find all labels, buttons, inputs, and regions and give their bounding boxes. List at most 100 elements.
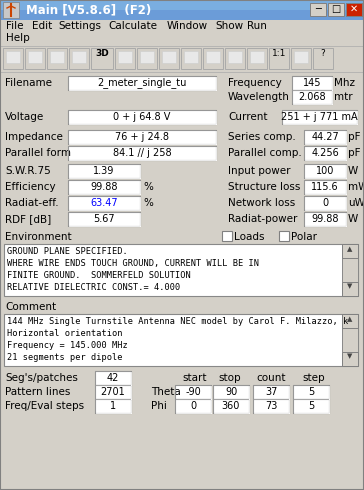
Text: pF: pF bbox=[348, 148, 360, 158]
Bar bbox=[253, 399, 289, 413]
Bar bbox=[184, 51, 198, 63]
Text: 1.39: 1.39 bbox=[93, 166, 115, 176]
Text: Theta: Theta bbox=[151, 387, 181, 397]
Text: Voltage: Voltage bbox=[5, 112, 44, 122]
Text: Structure loss: Structure loss bbox=[228, 182, 300, 192]
Text: Show: Show bbox=[215, 21, 243, 31]
Text: 84.1 // j 258: 84.1 // j 258 bbox=[113, 148, 171, 158]
Text: Main [V5.8.6]  (F2): Main [V5.8.6] (F2) bbox=[26, 3, 151, 16]
Text: 42: 42 bbox=[107, 373, 119, 383]
Text: start: start bbox=[182, 373, 206, 383]
Text: 360: 360 bbox=[222, 401, 240, 411]
Text: -90: -90 bbox=[185, 387, 201, 397]
Text: W: W bbox=[348, 214, 358, 224]
Text: GROUND PLANE SPECIFIED.: GROUND PLANE SPECIFIED. bbox=[7, 247, 128, 256]
Text: RELATIVE DIELECTRIC CONST.= 4.000: RELATIVE DIELECTRIC CONST.= 4.000 bbox=[7, 283, 180, 292]
Bar bbox=[68, 196, 140, 210]
Bar bbox=[140, 51, 154, 63]
Text: 1: 1 bbox=[110, 401, 116, 411]
Text: Network loss: Network loss bbox=[228, 198, 295, 208]
Bar bbox=[293, 399, 329, 413]
Text: Freq/Eval steps: Freq/Eval steps bbox=[5, 401, 84, 411]
Text: □: □ bbox=[331, 4, 341, 14]
Bar bbox=[222, 231, 232, 241]
Text: 145: 145 bbox=[303, 78, 321, 88]
Bar bbox=[282, 110, 357, 124]
Bar bbox=[3, 2, 19, 18]
Bar bbox=[291, 48, 311, 69]
Text: Wavelength: Wavelength bbox=[228, 92, 290, 102]
Bar bbox=[342, 314, 358, 366]
Bar bbox=[304, 196, 346, 210]
Bar bbox=[69, 48, 89, 69]
Text: 76 + j 24.8: 76 + j 24.8 bbox=[115, 132, 169, 142]
Text: ▲: ▲ bbox=[347, 316, 353, 322]
Text: %: % bbox=[143, 182, 153, 192]
Text: 4.256: 4.256 bbox=[311, 148, 339, 158]
Text: Settings: Settings bbox=[58, 21, 101, 31]
Text: 3D: 3D bbox=[95, 49, 109, 58]
Bar bbox=[95, 399, 131, 413]
Bar bbox=[292, 76, 332, 90]
Bar bbox=[269, 48, 289, 69]
Text: Seg's/patches: Seg's/patches bbox=[5, 373, 78, 383]
Text: 2701: 2701 bbox=[100, 387, 125, 397]
Bar bbox=[118, 51, 132, 63]
Bar bbox=[279, 231, 289, 241]
Bar bbox=[175, 385, 211, 399]
Bar bbox=[50, 51, 64, 63]
Text: count: count bbox=[256, 373, 285, 383]
Text: 115.6: 115.6 bbox=[311, 182, 339, 192]
Bar bbox=[342, 282, 358, 296]
Bar bbox=[0, 20, 364, 32]
Bar bbox=[6, 51, 20, 63]
Bar bbox=[250, 51, 264, 63]
Text: Comment: Comment bbox=[5, 302, 56, 312]
Bar bbox=[4, 314, 358, 366]
Bar bbox=[304, 146, 346, 160]
Text: 5: 5 bbox=[308, 387, 314, 397]
Bar bbox=[159, 48, 179, 69]
Text: 21 segments per dipole: 21 segments per dipole bbox=[7, 353, 123, 362]
Text: Efficiency: Efficiency bbox=[5, 182, 56, 192]
Text: 73: 73 bbox=[265, 401, 277, 411]
Text: 251 + j 771 mA: 251 + j 771 mA bbox=[281, 112, 358, 122]
Bar bbox=[342, 314, 358, 328]
Text: ▼: ▼ bbox=[347, 283, 353, 289]
Bar bbox=[203, 48, 223, 69]
Bar bbox=[25, 48, 45, 69]
Text: 63.47: 63.47 bbox=[90, 198, 118, 208]
Bar bbox=[313, 48, 333, 69]
Bar bbox=[304, 130, 346, 144]
Text: 37: 37 bbox=[265, 387, 277, 397]
Text: W: W bbox=[348, 166, 358, 176]
Text: 1:1: 1:1 bbox=[272, 49, 286, 58]
Text: Edit: Edit bbox=[32, 21, 52, 31]
Text: step: step bbox=[302, 373, 325, 383]
Bar bbox=[47, 48, 67, 69]
Bar bbox=[95, 385, 131, 399]
Bar bbox=[310, 3, 326, 16]
Text: 100: 100 bbox=[316, 166, 334, 176]
Text: 0 + j 64.8 V: 0 + j 64.8 V bbox=[113, 112, 171, 122]
Text: ▼: ▼ bbox=[347, 353, 353, 359]
Text: WHERE WIRE ENDS TOUCH GROUND, CURRENT WILL BE IN: WHERE WIRE ENDS TOUCH GROUND, CURRENT WI… bbox=[7, 259, 259, 268]
Text: Pattern lines: Pattern lines bbox=[5, 387, 70, 397]
Bar bbox=[328, 3, 344, 16]
Bar bbox=[68, 76, 216, 90]
Text: Impedance: Impedance bbox=[5, 132, 63, 142]
Text: 44.27: 44.27 bbox=[311, 132, 339, 142]
Text: ─: ─ bbox=[315, 4, 321, 14]
Text: Filename: Filename bbox=[5, 78, 52, 88]
Bar bbox=[72, 51, 86, 63]
Bar bbox=[91, 48, 113, 69]
Text: Calculate: Calculate bbox=[108, 21, 157, 31]
Text: 144 MHz Single Turnstile Antenna NEC model by Carol F. Milazzo, k: 144 MHz Single Turnstile Antenna NEC mod… bbox=[7, 317, 348, 326]
Bar bbox=[247, 48, 267, 69]
Bar bbox=[304, 164, 346, 178]
Text: Current: Current bbox=[228, 112, 268, 122]
Text: 99.88: 99.88 bbox=[311, 214, 339, 224]
Text: Parallel comp.: Parallel comp. bbox=[228, 148, 302, 158]
Text: File: File bbox=[6, 21, 24, 31]
Text: Radiat-power: Radiat-power bbox=[228, 214, 297, 224]
